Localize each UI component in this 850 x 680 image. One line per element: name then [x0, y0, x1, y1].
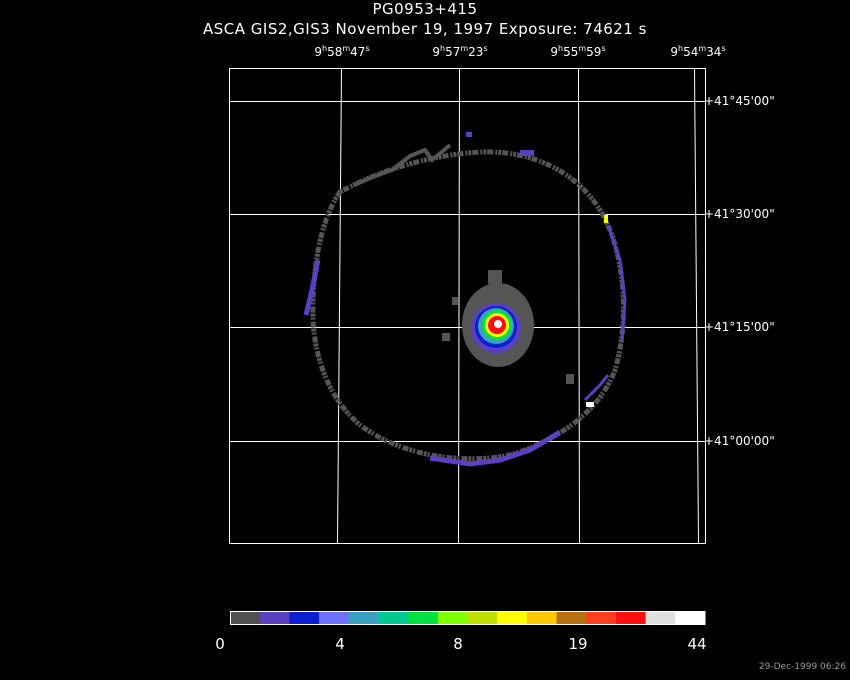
colorbar-swatch — [348, 611, 379, 625]
detector-ring — [303, 132, 627, 467]
colorbar-swatch — [408, 611, 439, 625]
colorbar-swatch — [289, 611, 320, 625]
ra-tick-label: 9h54m34s — [670, 44, 726, 59]
ra-tick-label: 9h57m23s — [432, 44, 488, 59]
dec-tick-label: +41°30'00" — [704, 207, 775, 221]
colorbar-swatch — [556, 611, 587, 625]
colorbar-swatch — [526, 611, 558, 625]
plot-frame — [229, 68, 706, 544]
colorbar-swatch — [437, 611, 468, 625]
colorbar — [230, 611, 706, 625]
colorbar-tick-label: 8 — [453, 635, 463, 653]
colorbar-swatch — [497, 611, 528, 625]
dec-tick-label: +41°15'00" — [704, 320, 775, 334]
colorbar-tick-label: 19 — [568, 635, 588, 653]
colorbar-swatch — [675, 611, 706, 625]
xray-source — [462, 270, 534, 367]
colorbar-outline — [230, 611, 705, 625]
image-title: PG0953+415 — [372, 0, 478, 18]
colorbar-swatch — [467, 611, 498, 625]
colorbar-tick-label: 4 — [335, 635, 345, 653]
colorbar-swatch — [615, 611, 647, 625]
ra-tick-label: 9h58m47s — [314, 44, 370, 59]
dec-tick-label: +41°45'00" — [704, 94, 775, 108]
colorbar-swatch — [378, 611, 409, 625]
colorbar-swatch — [319, 611, 350, 625]
colorbar-swatch — [645, 611, 676, 625]
colorbar-tick-label: 0 — [215, 635, 225, 653]
ra-tick-label: 9h55m59s — [550, 44, 606, 59]
colorbar-swatch — [259, 611, 290, 625]
coordinate-grid — [230, 68, 705, 544]
colorbar-swatch — [586, 611, 617, 625]
timestamp: 29-Dec-1999 06:26 — [758, 662, 846, 672]
colorbar-swatch — [230, 611, 261, 625]
image-subtitle: ASCA GIS2,GIS3 November 19, 1997 Exposur… — [203, 20, 647, 38]
dec-tick-label: +41°00'00" — [704, 434, 775, 448]
colorbar-tick-label: 44 — [687, 635, 707, 653]
